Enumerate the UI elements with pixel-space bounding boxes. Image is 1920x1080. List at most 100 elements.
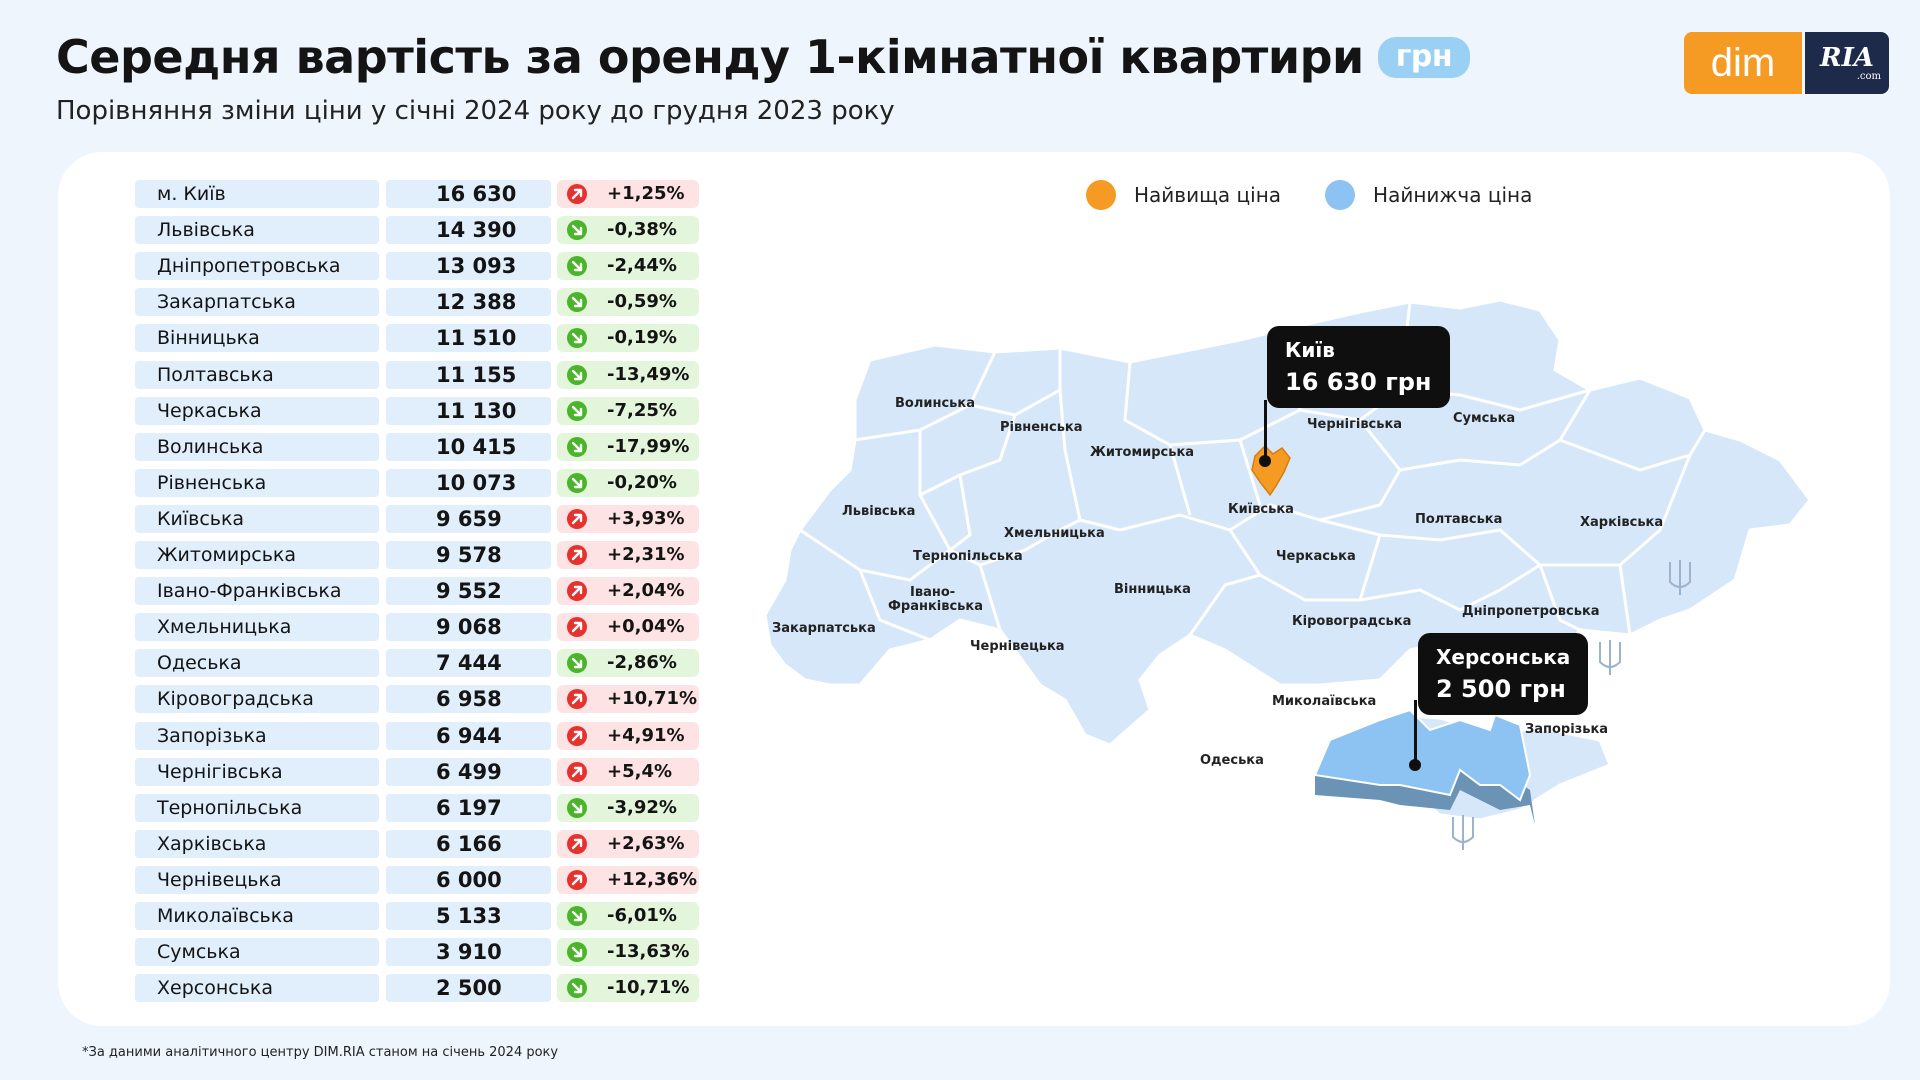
page-subtitle: Порівняння зміни ціни у січні 2024 року … [56, 96, 895, 126]
arrow-down-right-icon [567, 436, 587, 457]
change-percent: +2,04% [607, 580, 685, 602]
label-rivnenska: Рівненська [1000, 420, 1083, 435]
table-row: Запорізька 6 944 +4,91% [135, 721, 699, 750]
price-value: 9 578 [386, 541, 551, 569]
change-cell: -0,38% [557, 216, 699, 245]
change-percent: +2,31% [607, 544, 685, 565]
change-cell: +3,93% [557, 504, 699, 533]
table-row: Рівненська 10 073 -0,20% [135, 468, 699, 497]
price-value: 9 552 [386, 577, 551, 606]
arrow-down-right-icon [567, 797, 587, 818]
region-name: Рівненська [135, 468, 379, 497]
callout-kherson-value: 2 500 грн [1436, 675, 1566, 703]
callout-kyiv-name: Київ [1285, 338, 1335, 362]
price-value: 13 093 [386, 252, 551, 281]
region-name: м. Київ [135, 180, 379, 208]
change-percent: -7,25% [607, 399, 677, 421]
table-row: Дніпропетровська 13 093 -2,44% [135, 252, 699, 281]
change-percent: -13,63% [607, 941, 690, 963]
change-cell: -2,86% [557, 649, 699, 678]
label-ivano-1: Івано- [910, 585, 955, 600]
change-percent: -10,71% [607, 977, 690, 999]
change-percent: +10,71% [607, 688, 698, 710]
change-cell: -17,99% [557, 432, 699, 461]
table-row: Сумська 3 910 -13,63% [135, 938, 699, 967]
price-value: 14 390 [386, 216, 551, 245]
callout-kherson-name: Херсонська [1436, 645, 1571, 669]
label-cherkaska: Черкаська [1276, 549, 1356, 564]
change-percent: -2,44% [607, 255, 677, 277]
change-cell: +2,63% [557, 829, 699, 858]
change-percent: -13,49% [607, 363, 690, 385]
label-zakarpatska: Закарпатська [772, 621, 876, 636]
change-cell: -0,19% [557, 324, 699, 353]
table-row: Миколаївська 5 133 -6,01% [135, 902, 699, 930]
label-mykolaivska: Миколаївська [1272, 694, 1376, 709]
legend-item-highest: Найвища ціна [1086, 180, 1281, 210]
arrow-up-right-icon [567, 761, 587, 782]
change-percent: -0,38% [607, 219, 677, 241]
change-percent: -3,92% [607, 796, 677, 818]
arrow-down-right-icon [567, 978, 587, 999]
change-cell: -3,92% [557, 793, 699, 822]
arrow-up-right-icon [567, 581, 587, 602]
change-cell: -10,71% [557, 974, 699, 1003]
callout-kyiv: Київ 16 630 грн [1267, 326, 1450, 408]
dim-ria-logo[interactable]: dim RIA .com [1684, 32, 1889, 94]
table-row: Чернівецька 6 000 +12,36% [135, 865, 699, 894]
table-row: Харківська 6 166 +2,63% [135, 829, 699, 858]
arrow-down-right-icon [567, 400, 587, 421]
callout-kyiv-line [1264, 400, 1267, 460]
region-name: Тернопільська [135, 793, 379, 822]
change-cell: +12,36% [557, 865, 699, 894]
change-cell: -13,63% [557, 938, 699, 967]
arrow-up-right-icon [567, 869, 587, 890]
change-percent: +2,63% [607, 832, 685, 854]
table-row: Львівська 14 390 -0,38% [135, 216, 699, 245]
logo-ria: RIA .com [1805, 32, 1889, 94]
region-name: Дніпропетровська [135, 252, 379, 281]
change-percent: -0,20% [607, 471, 677, 493]
region-name: Одеська [135, 649, 379, 678]
price-value: 6 499 [386, 757, 551, 786]
legend-label-lowest: Найнижча ціна [1373, 183, 1533, 207]
region-name: Львівська [135, 216, 379, 245]
region-name: Івано-Франківська [135, 577, 379, 606]
arrow-down-right-icon [567, 364, 587, 385]
price-value: 3 910 [386, 938, 551, 967]
region-name: Кіровоградська [135, 685, 379, 714]
change-cell: -7,25% [557, 396, 699, 425]
title-text: Середня вартість за оренду 1-кімнатної к… [56, 30, 1364, 84]
price-value: 16 630 [386, 180, 551, 208]
price-value: 9 659 [386, 504, 551, 533]
table-row: Івано-Франківська 9 552 +2,04% [135, 577, 699, 606]
callout-kherson-line [1414, 700, 1417, 764]
change-cell: -13,49% [557, 360, 699, 389]
label-ternopilska: Тернопільська [913, 549, 1023, 564]
arrow-up-right-icon [567, 508, 587, 529]
table-row: Вінницька 11 510 -0,19% [135, 324, 699, 353]
unit-badge: грн [1377, 36, 1471, 78]
arrow-down-right-icon [567, 256, 587, 277]
table-row: Кіровоградська 6 958 +10,71% [135, 685, 699, 714]
label-kyivska: Київська [1228, 502, 1294, 517]
label-odeska: Одеська [1200, 753, 1264, 768]
arrow-down-right-icon [567, 472, 587, 493]
change-cell: -0,59% [557, 288, 699, 317]
callout-kherson-dot [1409, 759, 1421, 771]
change-percent: -2,86% [607, 652, 677, 674]
label-lvivska: Львівська [842, 504, 915, 519]
logo-dim: dim [1684, 32, 1802, 94]
table-row: Волинська 10 415 -17,99% [135, 432, 699, 461]
table-row: Черкаська 11 130 -7,25% [135, 396, 699, 425]
label-kirovohradska: Кіровоградська [1292, 614, 1411, 629]
price-value: 6 944 [386, 721, 551, 750]
arrow-down-right-icon [567, 220, 587, 241]
arrow-down-right-icon [567, 942, 587, 963]
change-percent: +0,04% [607, 616, 685, 638]
footnote: *За даними аналітичного центру DIM.RIA с… [82, 1045, 559, 1060]
table-row: Тернопільська 6 197 -3,92% [135, 793, 699, 822]
label-chernivetska: Чернівецька [970, 639, 1065, 654]
arrow-up-right-icon [567, 545, 587, 565]
price-value: 10 073 [386, 468, 551, 497]
